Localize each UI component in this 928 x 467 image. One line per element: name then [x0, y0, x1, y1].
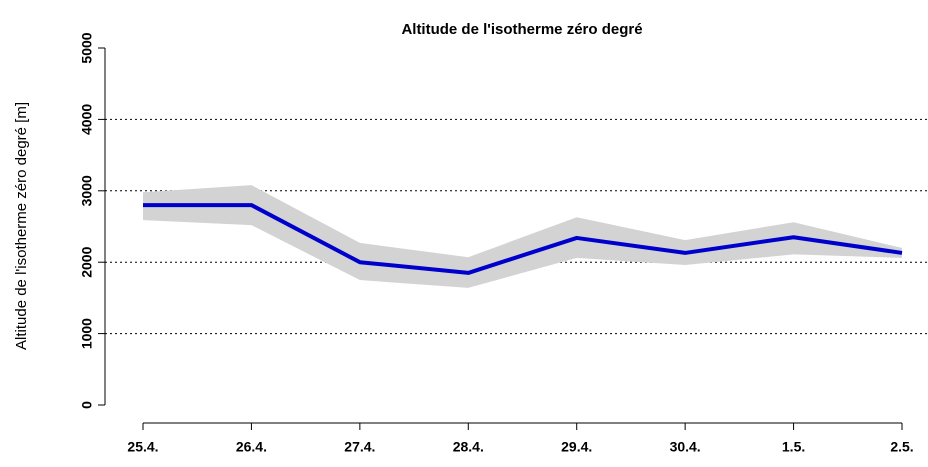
x-tick-label: 1.5. — [782, 439, 805, 455]
x-tick-label: 28.4. — [453, 439, 484, 455]
y-tick-label: 2000 — [79, 246, 95, 277]
x-tick-label: 2.5. — [890, 439, 913, 455]
x-tick-label: 26.4. — [236, 439, 267, 455]
x-tick-label: 27.4. — [344, 439, 375, 455]
y-tick-label: 3000 — [79, 175, 95, 206]
line — [143, 203, 903, 275]
y-tick-label: 0 — [79, 401, 95, 409]
y-tick-label: 1000 — [79, 318, 95, 349]
x-tick-label: 29.4. — [561, 439, 592, 455]
x-tick-label: 30.4. — [670, 439, 701, 455]
x-tick-label: 25.4. — [127, 439, 158, 455]
y-tick-label: 4000 — [79, 104, 95, 135]
y-axis-label: Altitude de l'isotherme zéro degré [m] — [13, 102, 30, 350]
range-band — [143, 185, 902, 288]
chart-title: Altitude de l'isotherme zéro degré — [401, 21, 642, 38]
y-tick-label: 5000 — [79, 32, 95, 63]
